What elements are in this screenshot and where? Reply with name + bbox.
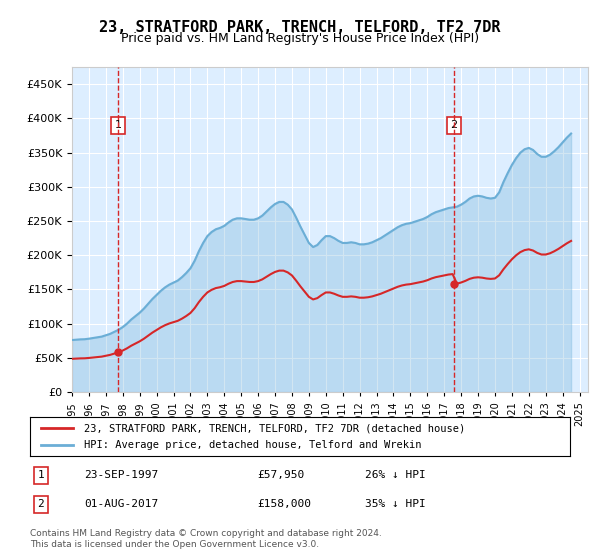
Text: 23, STRATFORD PARK, TRENCH, TELFORD, TF2 7DR (detached house): 23, STRATFORD PARK, TRENCH, TELFORD, TF2…	[84, 423, 465, 433]
Text: HPI: Average price, detached house, Telford and Wrekin: HPI: Average price, detached house, Telf…	[84, 440, 421, 450]
Text: 35% ↓ HPI: 35% ↓ HPI	[365, 500, 425, 509]
Text: 2: 2	[451, 120, 458, 130]
Text: Contains HM Land Registry data © Crown copyright and database right 2024.
This d: Contains HM Land Registry data © Crown c…	[30, 529, 382, 549]
Text: 23, STRATFORD PARK, TRENCH, TELFORD, TF2 7DR: 23, STRATFORD PARK, TRENCH, TELFORD, TF2…	[99, 20, 501, 35]
Text: £57,950: £57,950	[257, 470, 304, 480]
Text: 2: 2	[37, 500, 44, 509]
Text: Price paid vs. HM Land Registry's House Price Index (HPI): Price paid vs. HM Land Registry's House …	[121, 32, 479, 45]
Text: 1: 1	[115, 120, 122, 130]
Text: 26% ↓ HPI: 26% ↓ HPI	[365, 470, 425, 480]
Text: 23-SEP-1997: 23-SEP-1997	[84, 470, 158, 480]
Text: £158,000: £158,000	[257, 500, 311, 509]
Text: 01-AUG-2017: 01-AUG-2017	[84, 500, 158, 509]
Text: 1: 1	[37, 470, 44, 480]
